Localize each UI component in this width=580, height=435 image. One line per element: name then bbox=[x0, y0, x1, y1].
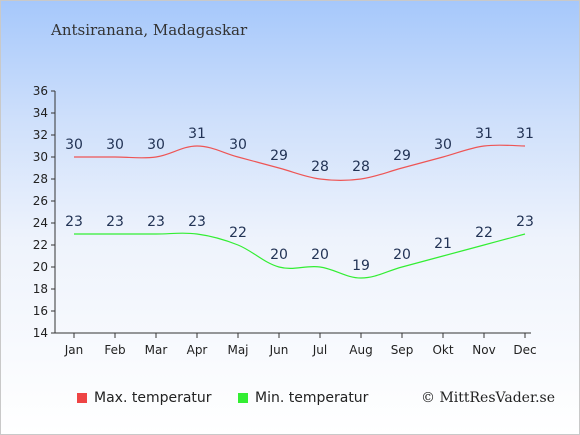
max-data-label: 30 bbox=[106, 137, 124, 153]
max-data-label: 31 bbox=[188, 126, 206, 142]
x-tick-label: Jan bbox=[64, 343, 84, 357]
legend-max-label: Max. temperatur bbox=[94, 390, 212, 406]
y-tick-label: 28 bbox=[33, 172, 48, 186]
y-tick-label: 30 bbox=[33, 150, 48, 164]
y-tick-label: 32 bbox=[33, 128, 48, 142]
min-temperature-line bbox=[74, 232, 526, 279]
max-data-label: 31 bbox=[516, 126, 534, 142]
x-tick-label: Apr bbox=[187, 343, 208, 357]
x-tick-label: Mar bbox=[145, 343, 168, 357]
min-data-label: 19 bbox=[352, 258, 370, 274]
min-data-label: 21 bbox=[434, 236, 452, 252]
legend-min-label: Min. temperatur bbox=[255, 390, 369, 406]
min-data-label: 22 bbox=[475, 225, 493, 241]
max-data-label: 29 bbox=[270, 148, 288, 164]
credit-text: © MittResVader.se bbox=[421, 390, 556, 406]
max-data-label: 29 bbox=[393, 148, 411, 164]
min-data-label: 20 bbox=[270, 247, 288, 263]
legend-max-swatch bbox=[77, 393, 87, 403]
max-data-label: 30 bbox=[434, 137, 452, 153]
min-data-label: 20 bbox=[393, 247, 411, 263]
x-tick-label: Nov bbox=[472, 343, 495, 357]
max-data-label: 28 bbox=[352, 159, 370, 175]
legend-max: Max. temperatur bbox=[77, 390, 212, 406]
x-tick-label: Okt bbox=[432, 343, 453, 357]
max-data-label: 28 bbox=[311, 159, 329, 175]
x-tick-label: Maj bbox=[227, 343, 248, 357]
y-tick-label: 36 bbox=[33, 84, 48, 98]
y-tick-label: 34 bbox=[33, 106, 48, 120]
y-tick-label: 26 bbox=[33, 194, 48, 208]
x-tick-label: Feb bbox=[104, 343, 125, 357]
y-tick-label: 20 bbox=[33, 260, 48, 274]
min-data-label: 22 bbox=[229, 225, 247, 241]
min-data-label: 23 bbox=[106, 214, 124, 230]
max-data-label: 31 bbox=[475, 126, 493, 142]
y-tick-label: 16 bbox=[33, 304, 48, 318]
y-tick-label: 24 bbox=[33, 216, 48, 230]
legend-min: Min. temperatur bbox=[238, 390, 368, 406]
x-tick-label: Dec bbox=[513, 343, 536, 357]
max-data-label: 30 bbox=[65, 137, 83, 153]
legend-min-swatch bbox=[238, 393, 248, 403]
y-tick-label: 14 bbox=[33, 326, 48, 340]
min-data-label: 23 bbox=[188, 214, 206, 230]
max-data-label: 30 bbox=[229, 137, 247, 153]
min-data-label: 20 bbox=[311, 247, 329, 263]
x-tick-label: Sep bbox=[391, 343, 414, 357]
y-tick-label: 22 bbox=[33, 238, 48, 252]
min-data-label: 23 bbox=[147, 214, 165, 230]
x-tick-label: Jun bbox=[269, 343, 289, 357]
x-tick-label: Aug bbox=[349, 343, 372, 357]
min-data-label: 23 bbox=[516, 214, 534, 230]
min-data-label: 23 bbox=[65, 214, 83, 230]
chart-title: Antsiranana, Madagaskar bbox=[51, 21, 248, 39]
x-tick-label: Jul bbox=[312, 343, 327, 357]
max-temperature-line bbox=[73, 144, 526, 182]
y-tick-label: 18 bbox=[33, 282, 48, 296]
max-data-label: 30 bbox=[147, 137, 165, 153]
